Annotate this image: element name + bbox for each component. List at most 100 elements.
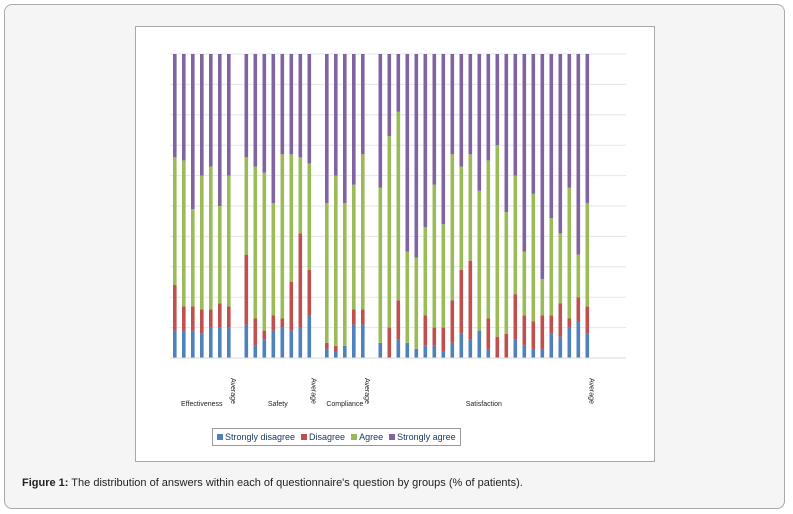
- bar-segment-strongly-disagree: [182, 330, 186, 358]
- bar-segment-disagree: [513, 294, 518, 340]
- bar-segment-disagree: [486, 318, 491, 349]
- bar-segment-strongly-disagree: [576, 321, 581, 358]
- bar-segment-strongly-agree: [477, 54, 482, 191]
- bar-segment-disagree: [244, 254, 249, 325]
- bar-segment-strongly-agree: [298, 54, 303, 158]
- bar-segment-strongly-agree: [558, 54, 563, 234]
- bar-segment-agree: [253, 166, 258, 319]
- bar-segment-strongly-disagree: [334, 351, 338, 358]
- bar-segment-strongly-agree: [423, 54, 428, 228]
- bar-segment-strongly-disagree: [468, 339, 473, 358]
- bar-segment-agree: [405, 251, 410, 343]
- bar-segment-strongly-agree: [209, 54, 213, 167]
- bar-segment-strongly-agree: [378, 54, 383, 188]
- bar-segment-strongly-disagree: [378, 342, 383, 358]
- bar-segment-strongly-disagree: [414, 348, 419, 358]
- bar-segment-agree: [352, 184, 356, 310]
- bar-segment-strongly-agree: [173, 54, 177, 158]
- bar-segment-strongly-disagree: [289, 330, 294, 358]
- bar-segment-strongly-disagree: [585, 333, 590, 358]
- bar-segment-agree: [459, 166, 464, 270]
- bar-segment-disagree: [253, 318, 258, 346]
- bar-segment-agree: [468, 154, 473, 261]
- bar-segment-strongly-disagree: [218, 327, 222, 358]
- bar-segment-agree: [343, 202, 347, 346]
- chart-container: Effectiveness Safety Compliance Satisfactio…: [135, 26, 655, 462]
- bar-segment-strongly-disagree: [450, 342, 455, 358]
- average-label: Average: [229, 378, 236, 404]
- bar-segment-agree: [477, 190, 482, 331]
- bar-segment-disagree: [441, 327, 446, 352]
- figure-caption-text: The distribution of answers within each …: [68, 477, 523, 489]
- bar-segment-agree: [387, 136, 392, 328]
- bar-segment-disagree: [307, 269, 312, 316]
- bar-segment-disagree: [218, 303, 222, 328]
- bar-segment-disagree: [423, 315, 428, 346]
- bar-segment-strongly-disagree: [540, 348, 545, 358]
- bar-segment-strongly-disagree: [396, 339, 401, 358]
- bar-segment-agree: [173, 157, 177, 286]
- bar-segment-disagree: [432, 327, 437, 346]
- legend-item-agree: Agree: [351, 432, 383, 442]
- legend-item-strongly-agree: Strongly agree: [389, 432, 456, 442]
- bar-segment-strongly-agree: [414, 54, 419, 258]
- bar-segment-disagree: [280, 318, 285, 328]
- bar-segment-strongly-agree: [289, 54, 294, 155]
- bar-segment-disagree: [387, 327, 392, 358]
- group-label-safety: Safety: [268, 401, 288, 408]
- bar-segment-disagree: [262, 330, 267, 340]
- bar-segment-strongly-agree: [244, 54, 249, 158]
- bar-segment-agree: [182, 160, 186, 307]
- bar-segment-strongly-disagree: [343, 345, 347, 358]
- bar-segment-agree: [209, 166, 213, 310]
- bar-segment-strongly-agree: [576, 54, 581, 255]
- bar-segment-disagree: [567, 318, 572, 328]
- bar-segment-disagree: [576, 297, 581, 322]
- bar-segment-disagree: [558, 303, 563, 337]
- bar-segment-agree: [531, 193, 536, 322]
- figure-caption-label: Figure 1:: [22, 477, 69, 489]
- average-label: Average: [363, 378, 370, 404]
- bar-segment-agree: [298, 157, 303, 234]
- bar-segment-disagree: [495, 336, 500, 358]
- bar-segment-agree: [244, 157, 249, 255]
- bar-segment-strongly-disagree: [298, 327, 303, 358]
- bar-segment-disagree: [522, 315, 527, 346]
- bar-segment-strongly-agree: [468, 54, 473, 155]
- bar-segment-strongly-disagree: [262, 339, 267, 358]
- bar-segment-strongly-disagree: [253, 345, 258, 358]
- bar-segment-agree: [396, 111, 401, 301]
- bar-segment-agree: [307, 163, 312, 270]
- bar-segment-strongly-agree: [504, 54, 509, 213]
- bar-segment-strongly-disagree: [459, 333, 464, 358]
- bar-segment-strongly-agree: [182, 54, 186, 161]
- bar-segment-strongly-disagree: [405, 342, 410, 358]
- bar-segment-disagree: [182, 306, 186, 331]
- bar-segment-disagree: [361, 309, 365, 325]
- bar-segment-agree: [200, 175, 204, 310]
- bar-segment-agree: [558, 233, 563, 304]
- bar-segment-strongly-disagree: [477, 330, 482, 358]
- bar-segment-disagree: [459, 269, 464, 334]
- bar-segment-strongly-disagree: [325, 348, 329, 358]
- bar-segment-strongly-disagree: [244, 324, 249, 358]
- bar-segment-strongly-agree: [352, 54, 356, 185]
- bar-segment-agree: [423, 227, 428, 316]
- bar-segment-strongly-agree: [513, 54, 518, 176]
- bar-segment-strongly-disagree: [486, 348, 491, 358]
- figure-caption: Figure 1: The distribution of answers wi…: [22, 477, 523, 489]
- bar-segment-strongly-disagree: [271, 330, 276, 358]
- bar-segment-strongly-agree: [432, 54, 437, 185]
- legend-label-strongly-disagree: Strongly disagree: [225, 432, 296, 442]
- bar-segment-disagree: [504, 333, 509, 358]
- bar-segment-strongly-disagree: [227, 327, 231, 358]
- bar-segment-strongly-agree: [459, 54, 464, 167]
- legend-swatch-disagree: [301, 434, 308, 440]
- legend-swatch-agree: [351, 434, 358, 440]
- bar-segment-strongly-agree: [271, 54, 276, 203]
- bar-segment-strongly-agree: [262, 54, 267, 173]
- bar-segment-strongly-disagree: [549, 333, 554, 358]
- bar-segment-strongly-agree: [280, 54, 285, 155]
- bar-segment-strongly-agree: [567, 54, 572, 188]
- bar-segment-agree: [334, 175, 338, 346]
